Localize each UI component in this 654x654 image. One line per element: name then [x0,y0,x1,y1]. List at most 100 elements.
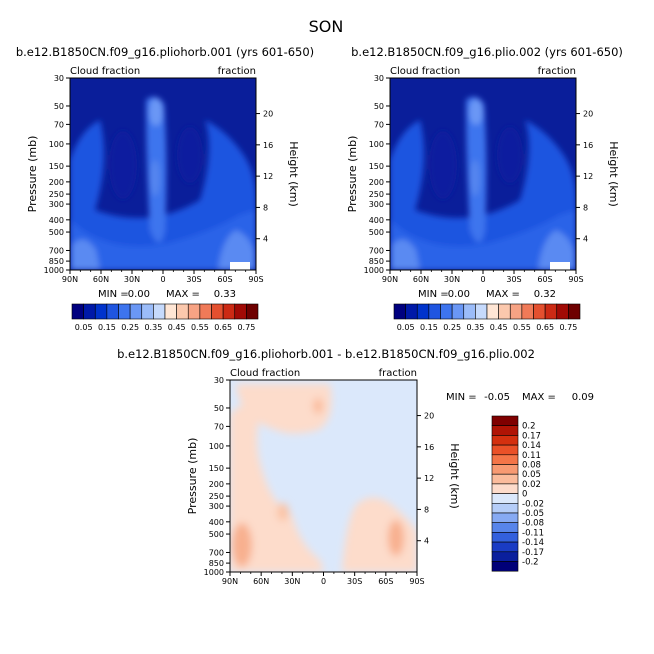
colorbar-panel-1-swatch [187,303,201,320]
panel-1-axes: 90N 60N 30N 0 30S 60S 90S 30 50 70 100 150 200 250300… [44,74,274,284]
colorbar-panel-2-swatch [440,303,453,320]
colorbar-panel-1-label: 0.15 [98,323,116,332]
panel-3-field [230,380,417,572]
colorbar-panel-1-label: 0.75 [237,323,255,332]
panel-3-ylabel: Pressure (mb) [186,438,199,515]
panel-1-ytick-label: 100 [49,140,64,149]
panel-3-y2tick-label: 20 [424,412,434,421]
panel-3-region-pos-core-mid [277,503,289,521]
panel-1-xtick-label: 0 [160,275,165,284]
panel-3-ytick-label: 250 [209,492,224,501]
panel-1-ytick-label: 500 [49,228,64,237]
colorbar-panel-1-swatch [199,303,212,320]
colorbar-panel-1-swatch [141,303,154,320]
panel-3-title: b.e12.B1850CN.f09_g16.pliohorb.001 - b.e… [117,347,535,361]
colorbar-panel-2-swatch [416,303,430,320]
colorbar-difference: 0.20.170.140.110.080.050.020-0.02-0.05-0… [491,415,544,572]
panel-1-region-dark-north [109,131,137,199]
panel-3-ytick-label: 1000 [204,568,224,577]
colorbar-panel-1-label: 0.45 [168,323,186,332]
colorbar-panel-1-swatch [222,303,236,320]
panel-2-ytick-label: 700 [369,246,384,255]
colorbar-difference-label: -0.11 [522,528,544,538]
colorbar-panel-1-label: 0.65 [214,323,232,332]
panel-2-ytick-label: 100 [369,140,384,149]
colorbar-panel-2-label: 0.65 [536,323,554,332]
panel-2-ytick-label: 150 [369,162,384,171]
panel-1-ytick-label: 250 [49,190,64,199]
colorbar-difference-label: 0.02 [522,480,541,490]
colorbar-panel-2-label: 0.25 [443,323,461,332]
panel-1-ytick-label: 300 [49,200,64,209]
panel-1-min-label: MIN = [98,289,129,300]
colorbar-difference-label: 0.2 [522,422,536,432]
colorbar-panel-2-swatch [393,303,406,320]
colorbar-panel-2-swatch [486,303,499,320]
panel-3-xtick-label: 60N [253,577,269,586]
panel-3-ytick-label: 100 [209,442,224,451]
panel-2-y2tick-label: 12 [583,172,593,181]
panel-2-min-value: 0.00 [448,289,470,300]
colorbar-panel-2-swatch [544,303,558,320]
colorbar-difference-swatch [491,415,519,426]
panel-2-ylabel: Pressure (mb) [346,136,359,213]
panel-2-y2label: Height (km) [607,141,620,207]
colorbar-panel-1-swatch [164,303,177,320]
colorbar-difference-label: -0.2 [522,558,539,568]
panel-1-y2tick-label: 16 [263,141,273,150]
panel-3-xtick-label: 30S [347,577,362,586]
panel-1: b.e12.B1850CN.f09_g16.pliohorb.001 (yrs … [16,45,314,300]
panel-3-max-value: 0.09 [572,392,594,403]
panel-2-ytick-label: 70 [374,120,384,129]
panel-2-region-dark-north [429,131,457,199]
colorbar-panel-2-swatch [428,303,441,320]
panel-2-xtick-label: 30N [444,275,460,284]
colorbar-difference-label: 0.11 [522,451,541,461]
colorbar-panel-1-swatch [71,303,84,320]
colorbar-panel-1-swatch [106,303,119,320]
panel-3-ytick-label: 500 [209,530,224,539]
panel-1-title: b.e12.B1850CN.f09_g16.pliohorb.001 (yrs … [16,45,314,59]
colorbar-difference-label: 0.05 [522,470,541,480]
panel-3-ytick-label: 850 [209,559,224,568]
panel-2-ytick-label: 50 [374,102,384,111]
colorbar-difference-swatch [491,435,519,446]
panel-1-min-value: 0.00 [128,289,150,300]
panel-3-xtick-label: 90N [222,577,238,586]
panel-2-y2tick-label: 8 [583,203,588,212]
panel-2-min-label: MIN = [418,289,449,300]
panel-1-region-sfc-north [72,239,100,270]
panel-1-ylabel: Pressure (mb) [26,136,39,213]
panel-2-max-label: MAX = [486,289,520,300]
panel-1-y2tick-label: 4 [263,235,268,244]
colorbar-difference-swatch [491,502,519,514]
panel-1-xtick-label: 90S [248,275,263,284]
colorbar-difference-swatch [491,532,519,543]
panel-2-xtick-label: 60N [413,275,429,284]
panel-1-field [70,78,256,270]
colorbar-panel-2-swatch [509,303,523,320]
panel-2-region-sfc-north [392,239,420,270]
colorbar-difference-swatch [491,522,519,533]
panel-3-region-positive-upper [236,384,332,434]
panel-2-region-core [469,99,483,125]
colorbar-panel-2-swatch [533,303,546,320]
panel-1-y2label: Height (km) [287,141,300,207]
panel-1-ytick-label: 400 [49,216,64,225]
panel-3-xtick-label: 90S [409,577,424,586]
colorbar-panel-1-swatch [94,303,108,320]
colorbar-panel-1-swatch [176,303,189,320]
page-title: SON [309,17,344,36]
colorbar-panel-1-label: 0.55 [191,323,209,332]
panel-3-ytick-label: 400 [209,518,224,527]
colorbar-panel-2-label: 0.75 [559,323,577,332]
colorbar-difference-swatch [491,551,519,562]
panel-3-ytick-label: 200 [209,480,224,489]
panel-1-ytick-label: 50 [54,102,64,111]
panel-3-y2label: Height (km) [448,443,461,509]
colorbar-panel-2: 0.05 0.15 0.25 0.35 0.45 0.55 0.65 0.75 [393,303,581,332]
panel-2-ytick-label: 850 [369,257,384,266]
panel-1-ytick-label: 1000 [44,266,64,275]
panel-2-ytick-label: 250 [369,190,384,199]
colorbar-panel-1-label: 0.35 [144,323,162,332]
